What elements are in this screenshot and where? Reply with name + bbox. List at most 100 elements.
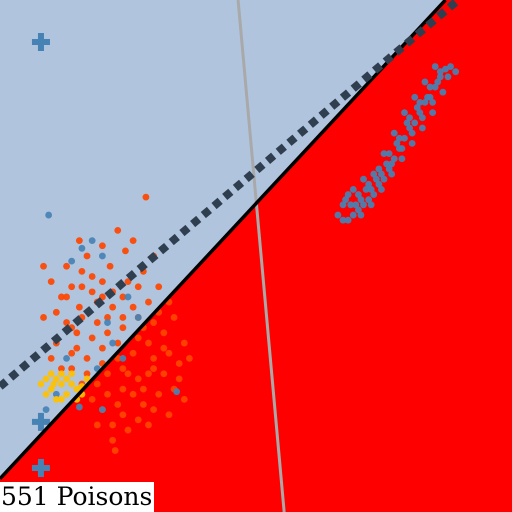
data-point <box>42 375 50 383</box>
data-point <box>395 134 403 142</box>
data-point <box>58 395 65 403</box>
data-point <box>104 390 111 398</box>
data-point <box>47 370 55 378</box>
data-point <box>124 426 132 434</box>
data-point <box>129 237 137 245</box>
data-point <box>173 388 181 396</box>
data-point <box>68 370 76 378</box>
data-point <box>88 395 96 403</box>
data-point <box>434 78 442 86</box>
data-point <box>385 165 393 173</box>
data-point <box>150 319 158 326</box>
data-point <box>134 283 142 291</box>
data-point <box>349 211 357 219</box>
data-point <box>398 155 406 163</box>
data-point <box>93 380 101 388</box>
data-point <box>63 375 70 383</box>
data-point <box>37 380 45 388</box>
data-point <box>342 196 349 204</box>
data-point <box>155 283 163 291</box>
data-point <box>165 411 173 419</box>
data-point <box>124 370 132 378</box>
data-point <box>357 196 365 204</box>
data-point <box>421 78 429 86</box>
data-point <box>344 216 352 224</box>
data-point <box>93 319 101 326</box>
data-point <box>58 365 65 373</box>
data-point <box>119 385 127 393</box>
data-point <box>378 170 385 178</box>
data-point <box>134 416 142 424</box>
data-point <box>403 119 411 127</box>
data-point <box>104 329 111 337</box>
data-point <box>52 375 60 383</box>
data-point <box>160 329 168 337</box>
data-point <box>398 145 406 152</box>
data-point <box>134 375 142 383</box>
data-point <box>45 211 53 219</box>
data-point <box>411 119 419 127</box>
data-point <box>75 403 83 411</box>
data-point <box>388 160 396 168</box>
data-point <box>109 339 117 347</box>
data-point <box>170 314 178 321</box>
data-point <box>436 68 444 76</box>
data-point <box>88 288 96 296</box>
data-point <box>42 406 50 413</box>
data-point <box>88 273 96 280</box>
plus-marker <box>31 412 50 431</box>
gray-boundary-layer <box>236 0 286 512</box>
data-point <box>111 447 119 454</box>
data-point <box>124 293 132 301</box>
data-point <box>68 283 76 291</box>
data-point <box>78 283 86 291</box>
data-point <box>40 262 47 270</box>
data-point <box>106 262 114 270</box>
data-point <box>347 201 355 209</box>
data-point <box>150 406 158 413</box>
data-point <box>421 99 429 106</box>
data-point <box>58 370 65 378</box>
data-point <box>401 109 408 117</box>
data-point <box>109 436 117 444</box>
data-point <box>160 344 168 352</box>
data-point <box>142 193 150 201</box>
data-point <box>452 68 460 76</box>
data-point <box>150 355 158 362</box>
data-point <box>104 370 111 378</box>
data-point <box>73 344 81 352</box>
data-point <box>63 293 70 301</box>
data-point <box>73 385 81 393</box>
data-point <box>344 191 352 198</box>
data-point <box>114 401 122 408</box>
data-point <box>429 99 437 106</box>
data-points <box>31 32 460 477</box>
decision-boundary <box>0 0 447 480</box>
data-point <box>411 93 419 101</box>
data-point <box>129 303 137 311</box>
data-point <box>186 355 193 362</box>
data-point <box>175 360 183 367</box>
data-point <box>88 334 96 342</box>
data-point <box>68 257 76 265</box>
data-point <box>99 242 106 250</box>
data-point <box>104 314 111 321</box>
data-point <box>58 380 65 388</box>
data-point <box>75 237 83 245</box>
data-point <box>175 375 183 383</box>
data-point <box>47 355 55 362</box>
data-point <box>99 278 106 285</box>
data-point <box>83 355 91 362</box>
data-point <box>104 319 111 326</box>
data-point <box>180 395 188 403</box>
data-point <box>99 406 106 413</box>
data-point <box>160 370 168 378</box>
data-point <box>408 139 416 147</box>
boundary-lines <box>0 0 461 480</box>
data-point <box>129 390 137 398</box>
gray-boundary <box>236 0 286 512</box>
dotted-boundary <box>0 0 461 390</box>
